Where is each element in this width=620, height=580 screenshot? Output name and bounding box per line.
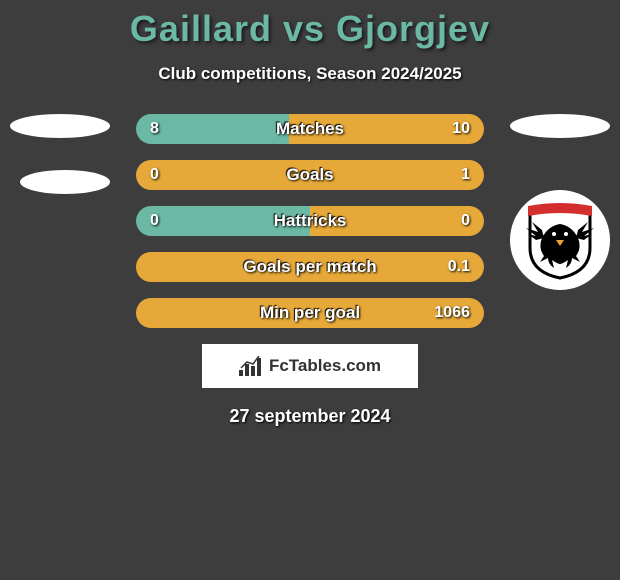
- comparison-bars: 810Matches 01Goals 00Hattricks 0.1Goals per…: [136, 114, 484, 328]
- stat-label: Matches: [136, 119, 484, 139]
- stat-label: Hattricks: [136, 211, 484, 231]
- stat-label: Goals per match: [136, 257, 484, 277]
- player-left-avatar: [10, 114, 110, 214]
- stat-label: Min per goal: [136, 303, 484, 323]
- avatar-placeholder-shape: [510, 114, 610, 138]
- stat-row: 1066Min per goal: [136, 298, 484, 328]
- snapshot-date: 27 september 2024: [0, 406, 620, 427]
- brand-footer: FcTables.com: [202, 344, 418, 388]
- page-title: Gaillard vs Gjorgjev: [0, 0, 620, 50]
- comparison-panel: 810Matches 01Goals 00Hattricks 0.1Goals per…: [0, 114, 620, 328]
- stat-row: 01Goals: [136, 160, 484, 190]
- stat-row: 0.1Goals per match: [136, 252, 484, 282]
- club-crest-icon: [518, 198, 602, 282]
- avatar-placeholder-shape: [20, 170, 110, 194]
- bars-icon: [239, 356, 263, 376]
- avatar-placeholder-shape: [10, 114, 110, 138]
- club-badge-right: [510, 190, 610, 290]
- stat-row: 00Hattricks: [136, 206, 484, 236]
- subtitle: Club competitions, Season 2024/2025: [0, 64, 620, 84]
- stat-label: Goals: [136, 165, 484, 185]
- brand-text: FcTables.com: [269, 356, 381, 376]
- stat-row: 810Matches: [136, 114, 484, 144]
